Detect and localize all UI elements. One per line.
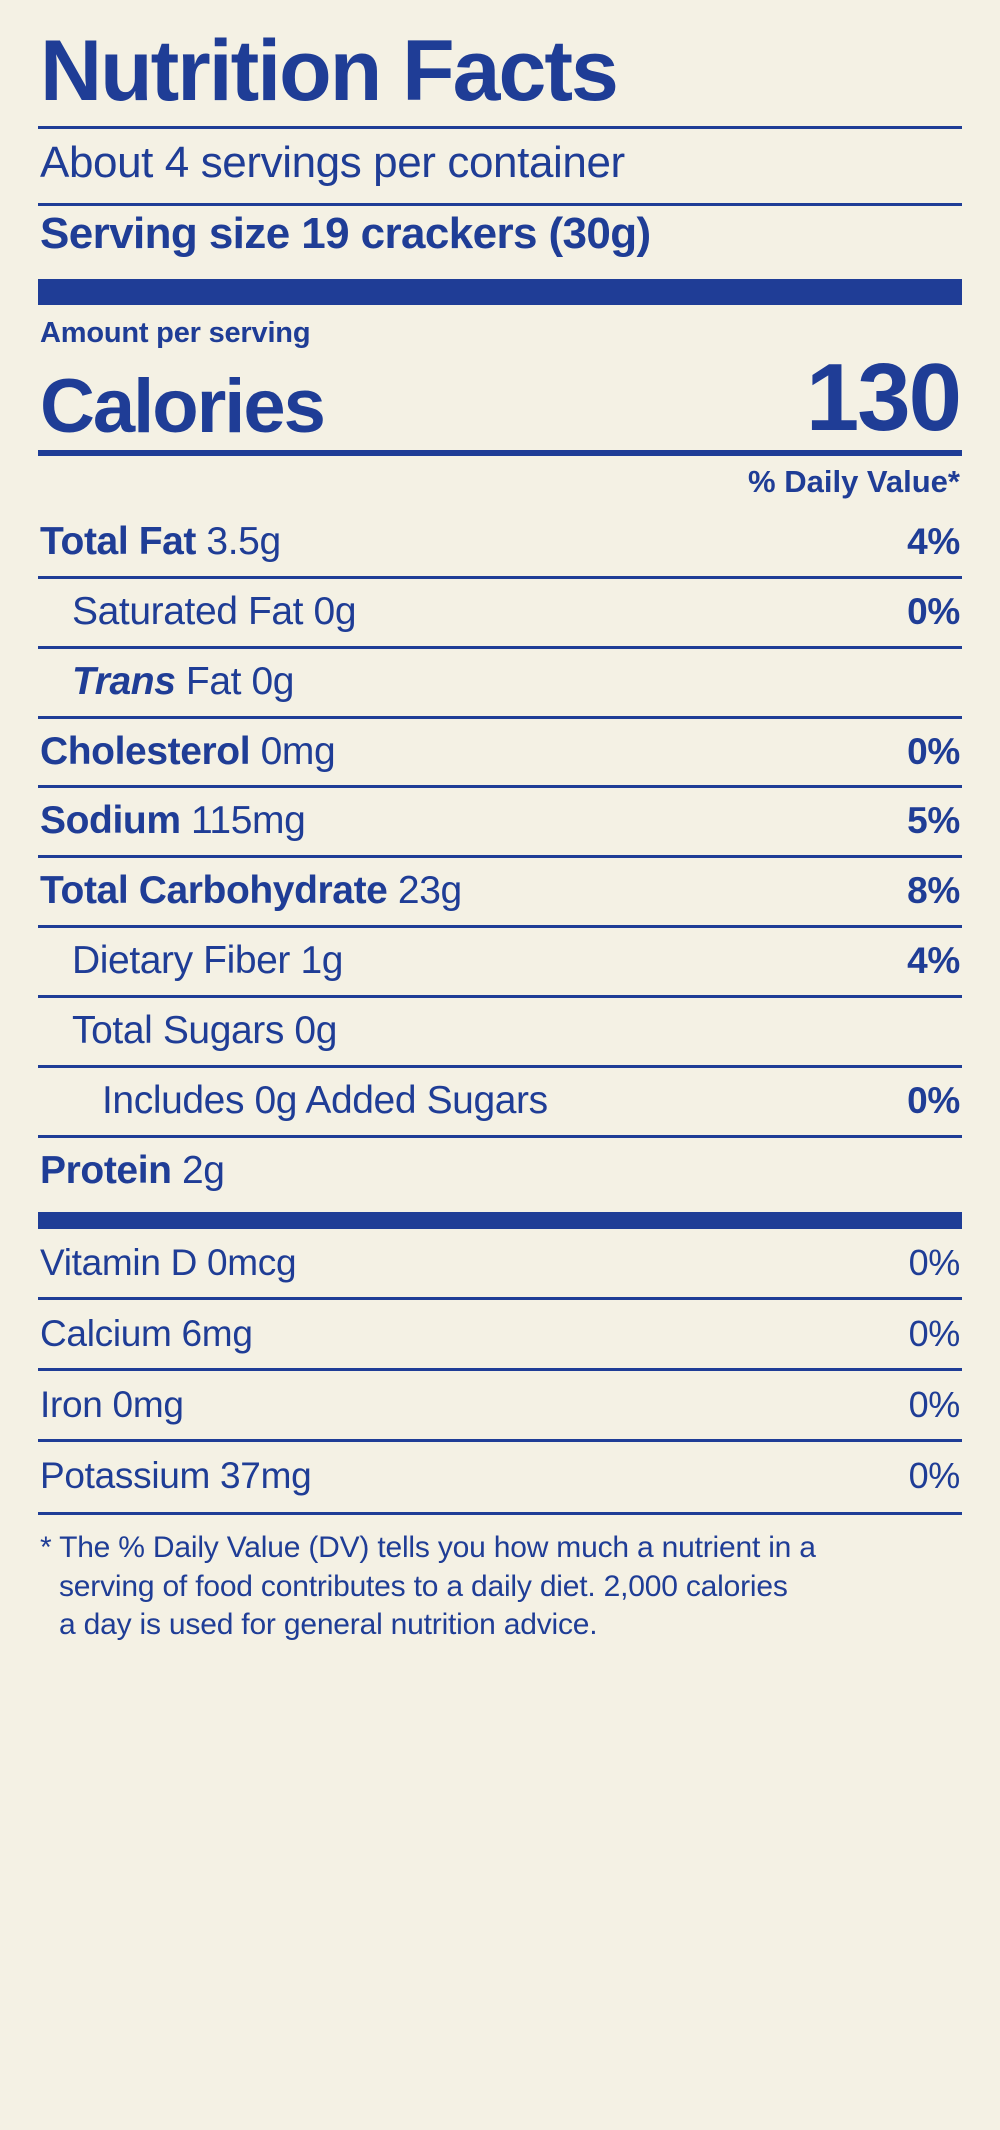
vitamin-row-potassium: Potassium 37mg 0% (38, 1439, 962, 1510)
vitamin-percent: 0% (908, 1313, 961, 1355)
nutrient-row-added-sugars: Includes 0g Added Sugars 0% (38, 1064, 962, 1135)
nutrient-row-total-sugars: Total Sugars 0g (38, 994, 962, 1065)
nutrient-row-trans-fat: Trans Fat 0g (38, 645, 962, 716)
nutrient-percent: 0% (907, 730, 960, 772)
nutrient-name-rest: 2g (171, 1148, 225, 1192)
nutrient-name-rest: 0mg (250, 729, 336, 773)
nutrient-name: Includes 0g Added Sugars (40, 1079, 548, 1124)
nutrient-name-rest: 3.5g (196, 520, 281, 563)
nutrient-name: Trans Fat 0g (40, 659, 295, 705)
vitamin-percent: 0% (908, 1455, 961, 1497)
calories-bottom-bar (38, 450, 962, 456)
nutrient-name-bold: Protein (40, 1148, 172, 1192)
amount-per-serving-label: Amount per serving (40, 317, 311, 349)
vitamin-percent: 0% (908, 1384, 961, 1426)
footnote-line-3: a day is used for general nutrition advi… (59, 1608, 598, 1642)
nutrient-row-sodium: Sodium 115mg 5% (38, 785, 962, 855)
vitamin-row-calcium: Calcium 6mg 0% (38, 1297, 962, 1368)
nutrient-name: Dietary Fiber 1g (40, 939, 343, 984)
nutrient-name: Saturated Fat 0g (40, 589, 357, 635)
servings-divider (38, 203, 962, 206)
nutrient-row-saturated-fat: Saturated Fat 0g 0% (38, 575, 962, 646)
nutrient-name: Total Sugars 0g (40, 1009, 337, 1054)
vitamins-top-bar (38, 1212, 962, 1230)
nutrient-name-rest: Total Sugars 0g (72, 1008, 338, 1052)
nutrient-percent: 5% (907, 800, 960, 842)
vitamin-row-iron: Iron 0mg 0% (38, 1368, 962, 1439)
nutrient-name-bold: Sodium (40, 799, 181, 843)
nutrient-name: Total Carbohydrate 23g (40, 869, 462, 914)
nutrient-name: Total Fat 3.5g (40, 520, 281, 565)
nutrient-name: Cholesterol 0mg (40, 729, 336, 775)
nutrient-percent: 0% (907, 590, 960, 632)
daily-value-footnote: * The % Daily Value (DV) tells you how m… (38, 1512, 962, 1644)
calories-top-bar (38, 279, 962, 305)
nutrient-name-bold: Trans (72, 659, 176, 703)
title-divider (38, 126, 962, 129)
nutrient-name: Sodium 115mg (40, 799, 306, 844)
nutrient-row-total-fat: Total Fat 3.5g 4% (38, 509, 962, 576)
servings-per-container: About 4 servings per container (40, 138, 625, 187)
nutrient-name-bold: Cholesterol (40, 729, 251, 773)
vitamin-row-vitamin-d: Vitamin D 0mcg 0% (38, 1229, 962, 1297)
nutrient-percent: 4% (907, 521, 960, 562)
vitamin-name: Calcium 6mg (40, 1313, 253, 1355)
nutrient-percent: 0% (907, 1079, 960, 1121)
vitamin-percent: 0% (908, 1242, 961, 1284)
nutrient-percent: 8% (907, 870, 960, 912)
nutrient-name-rest: 115mg (180, 799, 306, 843)
label-title: Nutrition Facts (40, 23, 619, 119)
nutrient-name-rest: Fat 0g (175, 659, 295, 703)
footnote-line-2: serving of food contributes to a daily d… (59, 1569, 788, 1603)
nutrient-name-bold: Total Fat (40, 520, 196, 563)
nutrient-name-bold: Total Carbohydrate (40, 869, 388, 913)
nutrient-row-dietary-fiber: Dietary Fiber 1g 4% (38, 925, 962, 995)
calories-label: Calories (40, 364, 326, 450)
vitamin-name: Iron 0mg (40, 1384, 184, 1426)
nutrient-row-total-carbohydrate: Total Carbohydrate 23g 8% (38, 855, 962, 925)
nutrient-name-rest: Dietary Fiber 1g (72, 939, 344, 983)
nutrient-name-rest: Includes 0g Added Sugars (102, 1078, 548, 1122)
nutrient-row-protein: Protein 2g (38, 1134, 962, 1205)
nutrient-name: Protein 2g (40, 1149, 225, 1194)
calories-value: 130 (805, 344, 962, 451)
daily-value-header: % Daily Value* (748, 464, 960, 499)
nutrient-percent: 4% (907, 940, 960, 982)
nutrient-row-cholesterol: Cholesterol 0mg 0% (38, 715, 962, 786)
serving-size: Serving size 19 crackers (30g) (40, 209, 651, 258)
nutrient-name-rest: 23g (387, 869, 462, 913)
footnote-line-1: * The % Daily Value (DV) tells you how m… (40, 1531, 816, 1565)
vitamin-name: Vitamin D 0mcg (40, 1242, 297, 1284)
calories-row: Calories 130 (38, 350, 962, 450)
vitamin-name: Potassium 37mg (40, 1455, 312, 1497)
nutrient-name-rest: Saturated Fat 0g (72, 589, 357, 633)
